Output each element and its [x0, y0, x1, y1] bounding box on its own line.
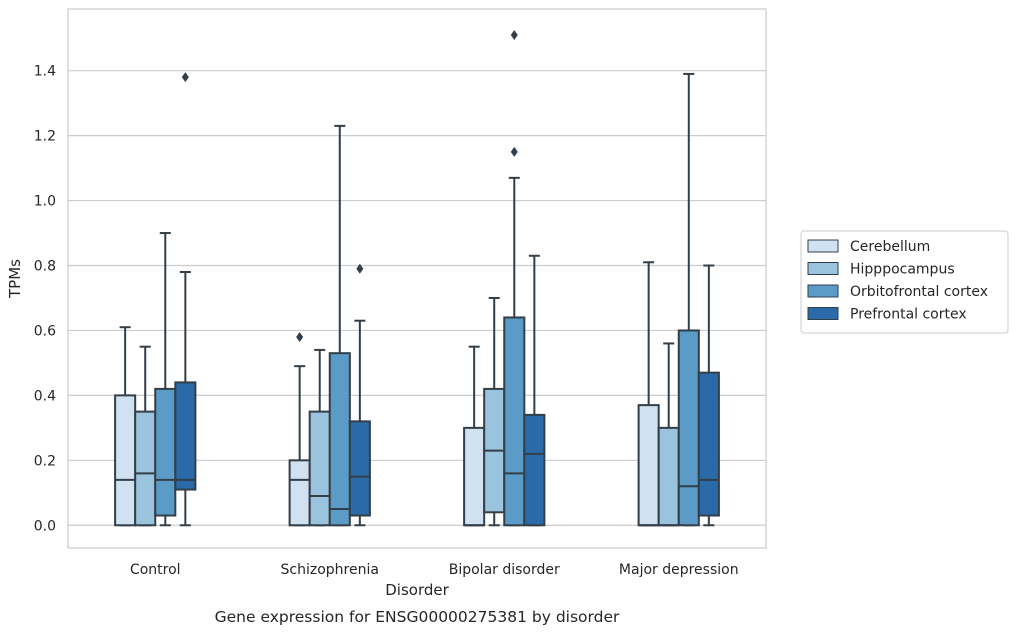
- box-0-2: [154, 232, 177, 527]
- legend-label: Orbitofrontal cortex: [850, 284, 988, 300]
- box-3-1: [657, 342, 680, 527]
- y-tick-label: 0.0: [34, 518, 56, 534]
- box-body: [134, 410, 157, 527]
- legend-label: Prefrontal cortex: [850, 307, 967, 323]
- legend-frame: [800, 230, 1009, 334]
- box-body: [114, 394, 137, 527]
- box-0-1: [134, 345, 157, 527]
- boxes: [114, 29, 720, 527]
- box-body: [328, 352, 351, 527]
- y-tick-labels: 0.0 0.2 0.4 0.6 0.8 1.0 1.2 1.4: [34, 64, 56, 535]
- outlier-point: [510, 29, 518, 40]
- box-2-3: [523, 254, 546, 527]
- box-body: [288, 459, 311, 527]
- x-axis-title: Disorder: [385, 581, 449, 599]
- legend-swatch: [807, 262, 839, 275]
- outlier-point: [181, 72, 189, 83]
- box-body: [348, 420, 371, 517]
- box-body: [503, 316, 526, 527]
- outlier-point: [510, 146, 518, 157]
- box-2-2: [503, 29, 526, 527]
- x-tick-labels: Control Schizophrenia Bipolar disorder Majo…: [130, 562, 739, 578]
- x-tick-label: Control: [130, 562, 181, 578]
- y-tick-label: 0.6: [34, 323, 56, 339]
- plot-area-frame: [67, 8, 767, 549]
- legend-swatch: [807, 307, 839, 320]
- box-0-3: [174, 72, 197, 527]
- legend-swatch: [807, 284, 839, 298]
- box-body: [697, 371, 720, 517]
- outlier-point: [296, 331, 304, 342]
- outlier-point: [356, 263, 364, 274]
- y-tick-label: 1.4: [34, 64, 56, 80]
- box-3-3: [697, 264, 720, 527]
- box-body: [523, 413, 546, 527]
- y-tick-label: 0.4: [34, 388, 56, 404]
- box-2-0: [463, 345, 486, 527]
- legend-label: Hipppocampus: [850, 262, 955, 278]
- box-3-0: [637, 261, 660, 527]
- y-tick-label: 1.2: [34, 129, 56, 145]
- box-body: [677, 329, 700, 527]
- box-2-1: [483, 296, 506, 527]
- box-1-1: [308, 348, 331, 527]
- legend-swatch: [807, 239, 839, 253]
- box-body: [657, 426, 680, 527]
- y-tick-label: 0.8: [34, 259, 56, 275]
- legend-label: Cerebellum: [850, 239, 930, 255]
- box-1-2: [328, 124, 351, 527]
- y-tick-label: 0.2: [34, 453, 56, 469]
- box-body: [154, 387, 177, 517]
- x-tick-label: Bipolar disorder: [449, 562, 560, 578]
- box-1-3: [348, 263, 371, 527]
- y-axis-title: TPMs: [6, 259, 24, 299]
- box-body: [637, 404, 660, 527]
- box-0-0: [114, 326, 137, 527]
- box-3-2: [677, 72, 700, 527]
- box-body: [308, 410, 331, 527]
- legend: Cerebellum Hipppocampus Orbitofrontal cort…: [800, 230, 1009, 334]
- box-body: [463, 426, 486, 527]
- y-tick-label: 1.0: [34, 194, 56, 210]
- chart-caption: Gene expression for ENSG00000275381 by d…: [215, 608, 620, 626]
- x-tick-label: Major depression: [619, 562, 739, 578]
- x-tick-label: Schizophrenia: [281, 562, 379, 578]
- box-1-0: [288, 331, 311, 527]
- box-body: [174, 381, 197, 491]
